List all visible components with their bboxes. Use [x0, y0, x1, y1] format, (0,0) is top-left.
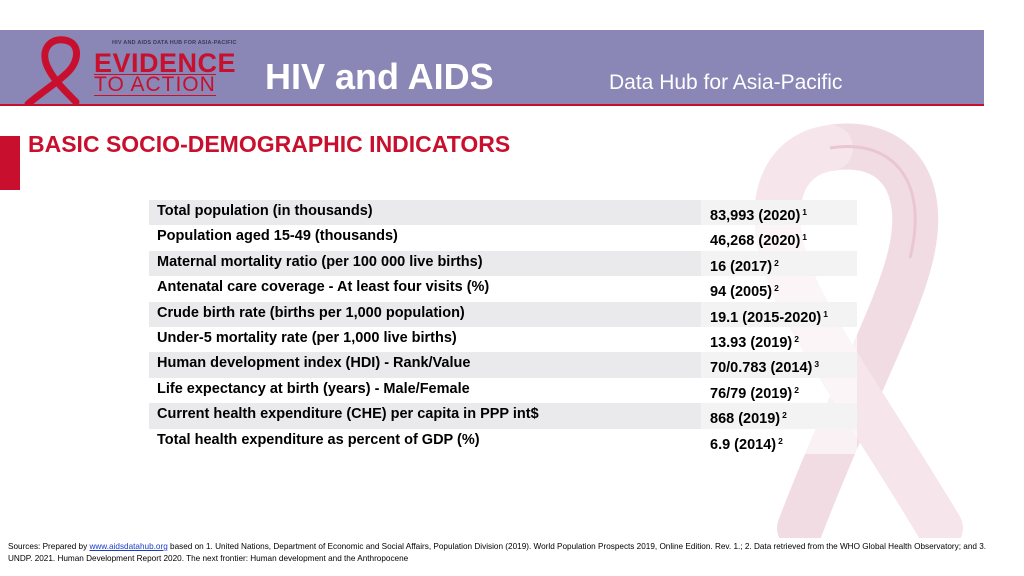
- table-row: Maternal mortality ratio (per 100 000 li…: [149, 250, 857, 277]
- section-accent-bar: [0, 136, 20, 190]
- indicator-value: 6.9 (2014) 2: [710, 435, 783, 453]
- indicator-label: Life expectancy at birth (years) - Male/…: [157, 380, 470, 397]
- indicator-label: Total population (in thousands): [157, 203, 373, 219]
- indicator-value: 76/79 (2019) 2: [710, 384, 799, 402]
- logo-tagline: HIV AND AIDS DATA HUB FOR ASIA-PACIFIC: [112, 40, 237, 46]
- indicator-value: 94 (2005) 2: [710, 283, 779, 301]
- sources-text: based on 1. United Nations, Department o…: [8, 542, 987, 563]
- indicator-label: Antenatal care coverage - At least four …: [157, 279, 490, 296]
- indicator-label: Crude birth rate (births per 1,000 popul…: [157, 304, 465, 321]
- red-ribbon-icon: [24, 36, 80, 106]
- table-row: Total population (in thousands) 83,993 (…: [149, 200, 857, 226]
- indicator-value: 83,993 (2020) 1: [710, 207, 808, 224]
- indicator-value: 46,268 (2020) 1: [710, 232, 808, 250]
- aidsdatahub-link[interactable]: www.aidsdatahub.org: [89, 542, 168, 551]
- header-band: [0, 30, 984, 104]
- indicator-value: 13.93 (2019) 2: [710, 333, 799, 351]
- indicator-value: 70/0.783 (2014) 3: [710, 359, 820, 377]
- table-row: Crude birth rate (births per 1,000 popul…: [149, 301, 857, 327]
- indicator-label: Current health expenditure (CHE) per cap…: [157, 406, 539, 423]
- indicator-label: Population aged 15-49 (thousands): [157, 228, 398, 245]
- table-row: Total health expenditure as percent of G…: [149, 428, 857, 454]
- indicator-label: Under-5 mortality rate (per 1,000 live b…: [157, 329, 457, 346]
- indicator-value: 16 (2017) 2: [710, 257, 779, 275]
- table-row: Antenatal care coverage - At least four …: [149, 276, 857, 302]
- logo-evidence-text: EVIDENCE: [94, 48, 237, 78]
- indicator-label: Total health expenditure as percent of G…: [157, 431, 480, 448]
- indicator-label: Maternal mortality ratio (per 100 000 li…: [157, 253, 483, 270]
- header-rule: [0, 104, 984, 106]
- indicator-label: Human development index (HDI) - Rank/Val…: [157, 355, 471, 372]
- sources-footnote: Sources: Prepared by www.aidsdatahub.org…: [8, 541, 1008, 564]
- indicator-table: Total population (in thousands) 83,993 (…: [149, 200, 857, 454]
- section-heading: BASIC SOCIO-DEMOGRAPHIC INDICATORS: [28, 131, 511, 157]
- table-row: Population aged 15-49 (thousands) 46,268…: [149, 225, 857, 251]
- table-row: Under-5 mortality rate (per 1,000 live b…: [149, 326, 857, 353]
- evidence-to-action-logo: HIV AND AIDS DATA HUB FOR ASIA-PACIFIC E…: [18, 34, 244, 106]
- table-row: Current health expenditure (CHE) per cap…: [149, 403, 857, 429]
- page-title: HIV and AIDS: [265, 56, 494, 97]
- logo-to-action-text: TO ACTION: [94, 73, 216, 96]
- indicator-value: 19.1 (2015-2020) 1: [710, 308, 828, 326]
- table-row: Human development index (HDI) - Rank/Val…: [149, 352, 857, 378]
- page-subtitle: Data Hub for Asia-Pacific: [609, 71, 843, 94]
- indicator-value: 868 (2019) 2: [710, 410, 787, 428]
- table-row: Life expectancy at birth (years) - Male/…: [149, 377, 857, 404]
- sources-prefix: Sources: Prepared by: [8, 542, 90, 551]
